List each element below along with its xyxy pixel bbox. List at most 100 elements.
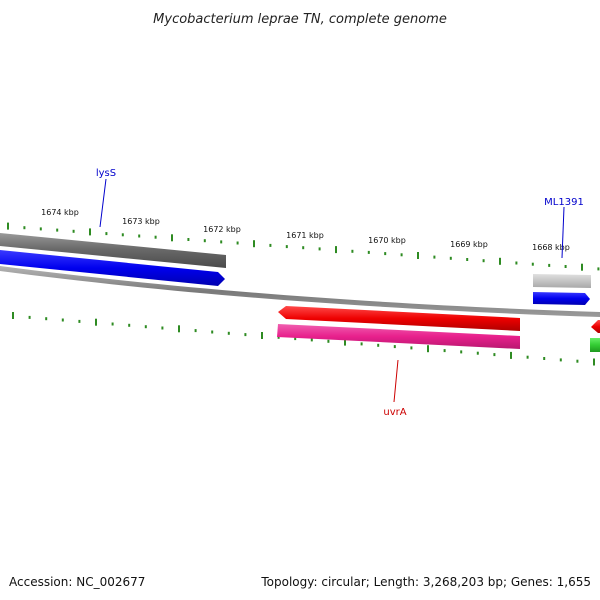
feature-gray-forward[interactable] xyxy=(0,233,226,268)
gene-label-ML1391[interactable]: ML1391 xyxy=(544,197,584,208)
outer-tick-track xyxy=(7,222,600,271)
outer-minor-tick xyxy=(23,226,26,230)
map-title: Mycobacterium leprae TN, complete genome xyxy=(153,12,447,27)
outer-minor-tick xyxy=(384,252,387,256)
gene-label-uvrA[interactable]: uvrA xyxy=(383,407,406,418)
inner-major-tick xyxy=(593,358,595,366)
kbp-label-1674: 1674 kbp xyxy=(41,208,79,217)
accession-text: Accession: NC_002677 xyxy=(9,575,145,589)
inner-minor-tick xyxy=(194,329,197,333)
outer-minor-tick xyxy=(269,243,272,247)
inner-minor-tick xyxy=(476,351,479,355)
inner-minor-tick xyxy=(277,335,280,339)
outer-minor-tick xyxy=(121,233,124,237)
feature-red-partial[interactable] xyxy=(591,320,600,333)
outer-minor-tick xyxy=(515,261,518,265)
inner-minor-tick xyxy=(161,326,164,330)
outer-minor-tick xyxy=(531,262,534,266)
genome-summary-text: Topology: circular; Length: 3,268,203 bp… xyxy=(260,575,591,589)
outer-minor-tick xyxy=(466,258,469,261)
outer-minor-tick xyxy=(351,249,354,253)
outer-minor-tick xyxy=(302,246,305,250)
outer-minor-tick xyxy=(203,239,206,243)
outer-minor-tick xyxy=(449,256,452,260)
inner-minor-tick xyxy=(443,349,446,353)
feature-green-partial[interactable] xyxy=(590,338,600,352)
kbp-label-1671: 1671 kbp xyxy=(286,231,324,240)
inner-minor-tick xyxy=(310,338,313,342)
inner-minor-tick xyxy=(227,331,230,335)
inner-minor-tick xyxy=(526,355,529,359)
outer-minor-tick xyxy=(220,240,223,244)
outer-minor-tick xyxy=(187,238,190,241)
outer-minor-tick xyxy=(39,227,42,231)
feature-ML1391-cds[interactable] xyxy=(533,292,590,305)
outer-minor-tick xyxy=(56,228,59,232)
outer-minor-tick xyxy=(367,250,370,254)
outer-major-tick xyxy=(253,240,255,248)
kbp-label-1669: 1669 kbp xyxy=(450,240,488,249)
outer-major-tick xyxy=(7,222,9,230)
inner-minor-tick xyxy=(493,353,496,357)
outer-major-tick xyxy=(417,252,419,259)
inner-minor-tick xyxy=(211,330,214,334)
inner-minor-tick xyxy=(144,325,147,329)
inner-tick-track xyxy=(12,312,595,366)
ML1391-leader-line xyxy=(561,206,565,259)
inner-minor-tick xyxy=(393,345,396,349)
uvrA-leader-line xyxy=(393,359,399,403)
inner-minor-tick xyxy=(61,318,64,322)
inner-minor-tick xyxy=(543,357,546,360)
outer-major-tick xyxy=(335,246,337,254)
outer-minor-tick xyxy=(482,259,485,263)
inner-major-tick xyxy=(12,312,14,319)
feature-uvrA-cds[interactable] xyxy=(277,324,520,349)
inner-major-tick xyxy=(178,325,180,333)
outer-minor-tick xyxy=(138,234,141,238)
inner-minor-tick xyxy=(128,323,131,327)
inner-minor-tick xyxy=(576,359,579,363)
outer-major-tick xyxy=(89,228,91,236)
outer-minor-tick xyxy=(400,253,403,257)
genome-backbone xyxy=(0,266,600,317)
inner-minor-tick xyxy=(244,333,247,337)
inner-minor-tick xyxy=(327,339,330,343)
inner-major-tick xyxy=(427,345,429,353)
outer-minor-tick xyxy=(105,232,108,236)
outer-minor-tick xyxy=(433,255,436,259)
outer-minor-tick xyxy=(564,265,567,268)
outer-major-tick xyxy=(581,263,583,271)
inner-minor-tick xyxy=(111,322,114,326)
outer-minor-tick xyxy=(597,267,600,271)
inner-minor-tick xyxy=(360,342,363,346)
feature-ML1391-gene[interactable] xyxy=(533,274,591,288)
inner-major-tick xyxy=(510,351,512,359)
kbp-label-1668: 1668 kbp xyxy=(532,243,570,252)
inner-minor-tick xyxy=(45,317,48,321)
inner-minor-tick xyxy=(294,337,297,341)
inner-major-tick xyxy=(261,332,263,339)
outer-minor-tick xyxy=(154,235,157,239)
feature-uvrA-gene[interactable] xyxy=(278,306,520,331)
inner-minor-tick xyxy=(377,343,380,347)
inner-minor-tick xyxy=(559,358,562,362)
inner-minor-tick xyxy=(28,315,31,319)
feature-lysS-cds[interactable] xyxy=(0,250,225,286)
inner-minor-tick xyxy=(460,350,463,354)
kbp-label-1672: 1672 kbp xyxy=(203,225,241,234)
lysS-leader-line xyxy=(99,178,107,228)
inner-major-tick xyxy=(95,318,97,326)
inner-minor-tick xyxy=(410,346,413,350)
outer-minor-tick xyxy=(236,241,239,245)
outer-minor-tick xyxy=(285,245,288,249)
kbp-label-1673: 1673 kbp xyxy=(122,217,160,226)
gene-label-lysS[interactable]: lysS xyxy=(96,168,116,179)
outer-minor-tick xyxy=(72,229,75,233)
inner-major-tick xyxy=(344,338,346,346)
inner-minor-tick xyxy=(78,319,81,323)
kbp-label-1670: 1670 kbp xyxy=(368,236,406,245)
outer-major-tick xyxy=(499,257,501,265)
outer-major-tick xyxy=(171,234,173,242)
outer-minor-tick xyxy=(548,263,551,267)
